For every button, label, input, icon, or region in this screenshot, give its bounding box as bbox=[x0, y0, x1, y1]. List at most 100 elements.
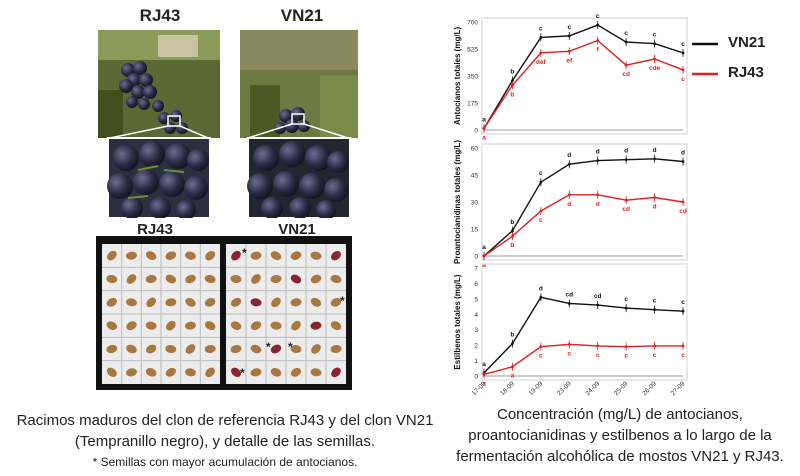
y-tick-label: 7 bbox=[474, 266, 478, 273]
data-point bbox=[624, 63, 628, 67]
data-point bbox=[653, 157, 656, 161]
data-point bbox=[681, 200, 685, 204]
data-label: cd bbox=[679, 208, 687, 215]
data-label: c bbox=[596, 13, 600, 20]
seed bbox=[231, 250, 241, 261]
series-line-vn21 bbox=[483, 24, 684, 129]
seed bbox=[290, 274, 302, 284]
y-tick-label: 2 bbox=[474, 343, 478, 350]
left-caption-line1: Racimos maduros del clon de referencia R… bbox=[16, 412, 434, 429]
left-caption-line2: (Tempranillo negro), y detalle de las se… bbox=[74, 433, 376, 450]
seed bbox=[290, 251, 302, 260]
seed bbox=[250, 298, 262, 307]
data-point bbox=[567, 34, 571, 38]
seed bbox=[330, 321, 342, 331]
right-caption: Concentración (mg/L) de antocianos, proa… bbox=[440, 404, 800, 467]
data-point bbox=[624, 198, 628, 202]
data-label: b bbox=[510, 69, 514, 76]
seed bbox=[270, 274, 282, 284]
data-point bbox=[539, 209, 543, 213]
legend-label-vn21: VN21 bbox=[728, 34, 766, 51]
y-tick-label: 60 bbox=[471, 146, 479, 153]
data-label: d bbox=[653, 147, 657, 154]
y-tick-label: 3 bbox=[474, 327, 478, 334]
seed-mark-2: * bbox=[340, 294, 345, 308]
data-label: c bbox=[567, 24, 571, 31]
seed bbox=[145, 251, 157, 261]
data-label: cd bbox=[622, 206, 630, 213]
seed bbox=[230, 344, 242, 354]
data-point bbox=[567, 342, 571, 346]
seed bbox=[185, 251, 196, 260]
data-label: c bbox=[653, 298, 657, 305]
data-point bbox=[653, 42, 656, 45]
seed bbox=[230, 321, 242, 330]
seed bbox=[270, 251, 282, 261]
right-caption-line1: Concentración (mg/L) de antocianos, bbox=[497, 406, 743, 423]
data-label: a bbox=[482, 116, 486, 123]
data-label: d bbox=[596, 201, 600, 208]
y-tick-label: 4 bbox=[474, 312, 478, 319]
data-label: c bbox=[624, 30, 628, 37]
data-point bbox=[596, 344, 600, 348]
data-point bbox=[482, 373, 486, 376]
data-label: b bbox=[510, 219, 514, 226]
y-axis-label: Estilbenos totales (mg/L) bbox=[453, 274, 462, 369]
seed bbox=[251, 274, 261, 284]
data-label: cd bbox=[565, 291, 573, 298]
seed-mark-5: * bbox=[240, 366, 245, 380]
data-label: cd bbox=[622, 71, 630, 78]
y-tick-label: 0 bbox=[474, 128, 478, 135]
seed bbox=[204, 298, 216, 307]
seed bbox=[106, 321, 118, 330]
data-label: b bbox=[510, 91, 514, 98]
data-point bbox=[653, 57, 656, 61]
seed bbox=[126, 344, 137, 354]
seed bbox=[250, 321, 262, 331]
seed-mark-4: * bbox=[266, 340, 271, 354]
data-label: c bbox=[681, 41, 685, 48]
data-label: d bbox=[653, 204, 657, 211]
seed bbox=[270, 368, 282, 377]
seed bbox=[310, 274, 322, 284]
chart-panel-2 bbox=[481, 143, 688, 261]
seed bbox=[291, 320, 301, 331]
data-point bbox=[653, 308, 656, 312]
seed bbox=[106, 344, 118, 354]
data-label: ef bbox=[566, 57, 573, 64]
data-label: a bbox=[511, 373, 515, 380]
seed bbox=[146, 297, 156, 308]
seeds-photo bbox=[96, 236, 352, 390]
data-label: d bbox=[681, 150, 685, 157]
data-point bbox=[624, 158, 628, 162]
seed bbox=[310, 368, 322, 377]
x-tick-label: 26-09 bbox=[641, 380, 658, 397]
seed bbox=[145, 368, 157, 377]
seed bbox=[230, 297, 242, 307]
seed bbox=[165, 367, 177, 377]
data-label: b bbox=[510, 242, 514, 249]
y-tick-label: 525 bbox=[467, 47, 478, 54]
data-label: c bbox=[624, 296, 628, 303]
data-point bbox=[539, 295, 543, 299]
data-label: a bbox=[482, 134, 486, 141]
seed bbox=[126, 368, 137, 377]
x-tick-label: 27-09 bbox=[670, 380, 687, 397]
seed bbox=[231, 367, 241, 378]
data-label: c bbox=[539, 170, 543, 177]
data-label: cd bbox=[594, 293, 602, 300]
series-line-rj43 bbox=[483, 39, 684, 129]
seed bbox=[185, 368, 196, 377]
data-label: def bbox=[536, 59, 547, 66]
seed bbox=[165, 251, 177, 260]
series-line-vn21 bbox=[483, 296, 684, 374]
data-point bbox=[681, 51, 685, 55]
seed bbox=[126, 251, 137, 260]
y-tick-label: 30 bbox=[471, 200, 479, 207]
y-tick-label: 1 bbox=[474, 358, 478, 365]
data-point bbox=[681, 68, 685, 72]
x-tick-label: 23-09 bbox=[556, 380, 573, 397]
data-label: c bbox=[681, 299, 685, 306]
data-point bbox=[567, 162, 571, 166]
data-label: f bbox=[597, 47, 600, 54]
